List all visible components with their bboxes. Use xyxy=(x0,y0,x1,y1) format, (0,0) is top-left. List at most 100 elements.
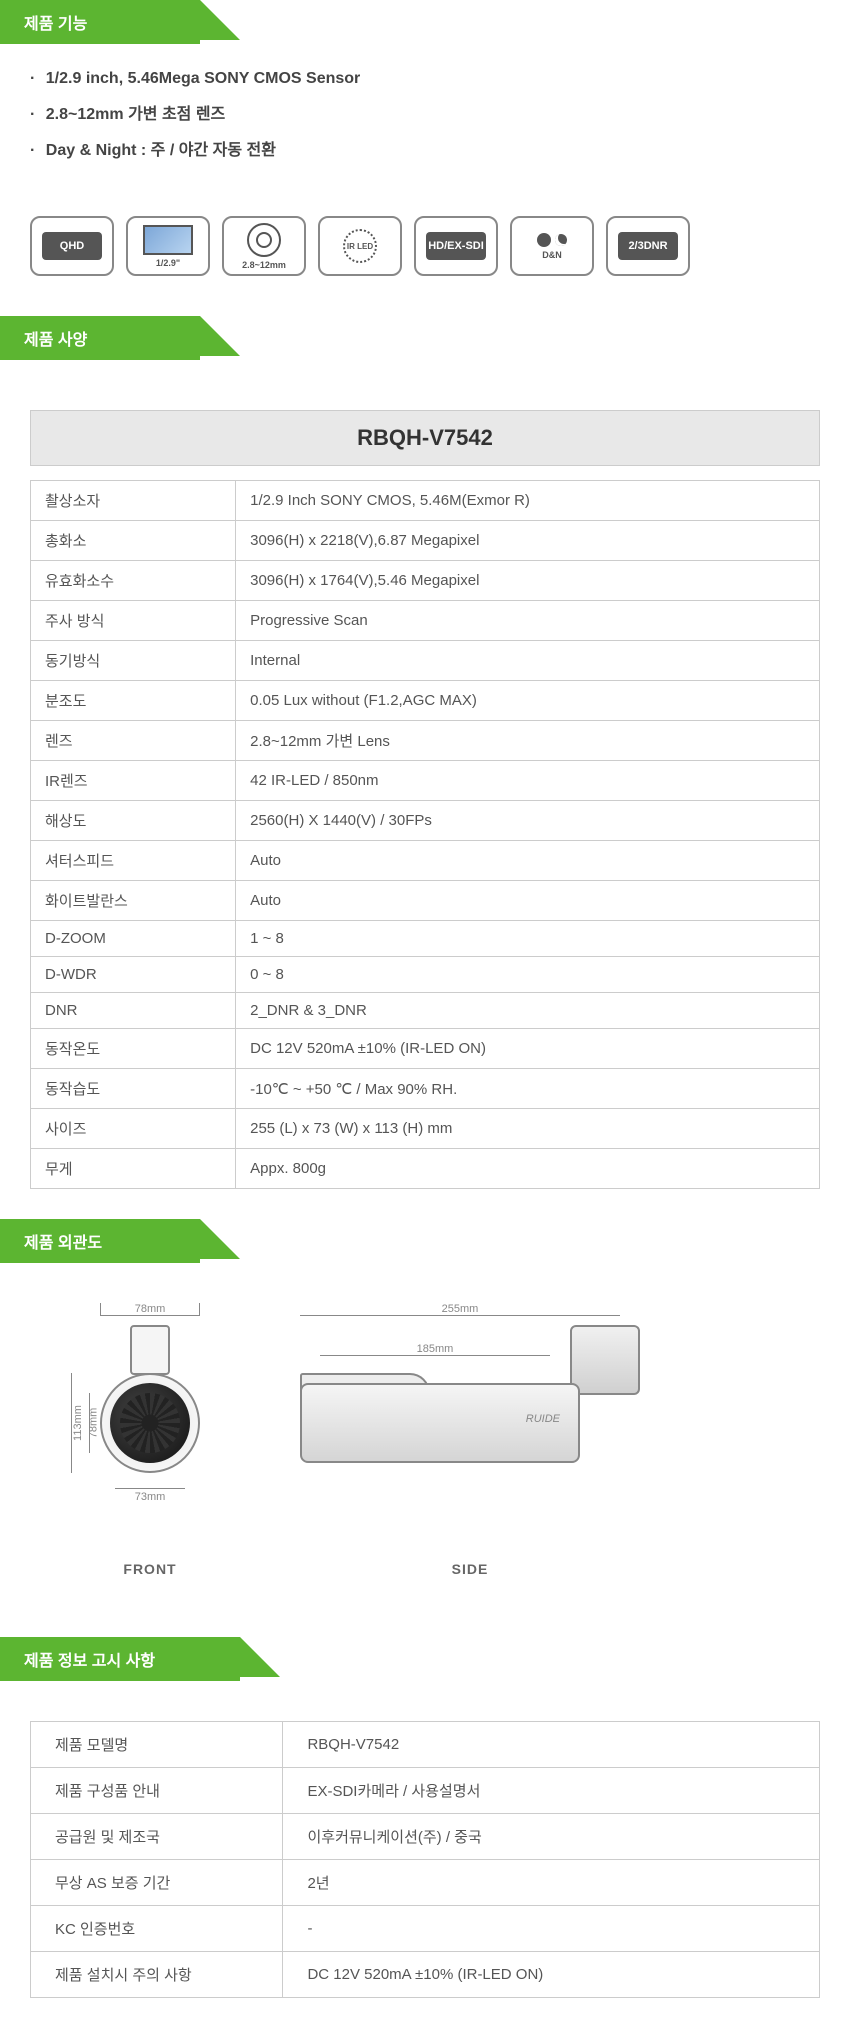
features-list: 1/2.9 inch, 5.46Mega SONY CMOS Sensor2.8… xyxy=(0,64,850,196)
spec-key: DNR xyxy=(31,993,236,1029)
spec-value: DC 12V 520mA ±10% (IR-LED ON) xyxy=(236,1029,820,1069)
info-key: 공급원 및 제조국 xyxy=(31,1814,283,1860)
dnr-icon: 2/3DNR xyxy=(606,216,690,276)
dim-front-h2: 78mm xyxy=(78,1393,90,1453)
brand-label: RUIDE xyxy=(526,1413,560,1425)
spec-key: D-ZOOM xyxy=(31,921,236,957)
table-row: D-WDR0 ~ 8 xyxy=(31,957,820,993)
hdexsdi-label: HD/EX-SDI xyxy=(426,232,486,260)
spec-value: 255 (L) x 73 (W) x 113 (H) mm xyxy=(236,1109,820,1149)
table-row: 주사 방식Progressive Scan xyxy=(31,601,820,641)
spec-key: 주사 방식 xyxy=(31,601,236,641)
sensor-label: 1/2.9" xyxy=(156,258,180,268)
spec-value: 0.05 Lux without (F1.2,AGC MAX) xyxy=(236,681,820,721)
table-row: 동작습도-10℃ ~ +50 ℃ / Max 90% RH. xyxy=(31,1069,820,1109)
info-value: 2년 xyxy=(283,1860,820,1906)
dnr-label: 2/3DNR xyxy=(618,232,678,260)
spec-value: 3096(H) x 2218(V),6.87 Megapixel xyxy=(236,521,820,561)
info-key: KC 인증번호 xyxy=(31,1906,283,1952)
spec-key: 동작온도 xyxy=(31,1029,236,1069)
spec-value: Progressive Scan xyxy=(236,601,820,641)
table-row: 동기방식Internal xyxy=(31,641,820,681)
spec-key: 렌즈 xyxy=(31,721,236,761)
table-row: 총화소3096(H) x 2218(V),6.87 Megapixel xyxy=(31,521,820,561)
table-row: 제품 설치시 주의 사항DC 12V 520mA ±10% (IR-LED ON… xyxy=(31,1952,820,1998)
dim-front-bot: 73mm xyxy=(115,1488,185,1503)
table-row: 제품 구성품 안내EX-SDI카메라 / 사용설명서 xyxy=(31,1768,820,1814)
table-row: 제품 모델명RBQH-V7542 xyxy=(31,1722,820,1768)
spec-value: 0 ~ 8 xyxy=(236,957,820,993)
spec-key: 동작습도 xyxy=(31,1069,236,1109)
table-row: IR렌즈42 IR-LED / 850nm xyxy=(31,761,820,801)
sensor-icon: 1/2.9" xyxy=(126,216,210,276)
side-label: SIDE xyxy=(452,1561,489,1577)
spec-value: -10℃ ~ +50 ℃ / Max 90% RH. xyxy=(236,1069,820,1109)
lens-icon: 2.8~12mm xyxy=(222,216,306,276)
side-diagram: 255mm 185mm RUIDE SIDE xyxy=(300,1303,640,1577)
table-row: KC 인증번호- xyxy=(31,1906,820,1952)
dn-label: D&N xyxy=(542,250,562,260)
hdexsdi-icon: HD/EX-SDI xyxy=(414,216,498,276)
spec-section: RBQH-V7542 촬상소자1/2.9 Inch SONY CMOS, 5.4… xyxy=(0,380,850,1219)
spec-key: 해상도 xyxy=(31,801,236,841)
spec-value: 42 IR-LED / 850nm xyxy=(236,761,820,801)
spec-value: 1/2.9 Inch SONY CMOS, 5.46M(Exmor R) xyxy=(236,481,820,521)
qhd-label: QHD xyxy=(42,232,102,260)
spec-value: 2_DNR & 3_DNR xyxy=(236,993,820,1029)
table-row: D-ZOOM1 ~ 8 xyxy=(31,921,820,957)
spec-key: 유효화소수 xyxy=(31,561,236,601)
section-header-exterior: 제품 외관도 xyxy=(0,1219,200,1263)
spec-title: RBQH-V7542 xyxy=(30,410,820,466)
spec-key: D-WDR xyxy=(31,957,236,993)
spec-key: 총화소 xyxy=(31,521,236,561)
spec-key: 셔터스피드 xyxy=(31,841,236,881)
spec-value: Auto xyxy=(236,881,820,921)
feature-icons-row: QHD 1/2.9" 2.8~12mm IR LED HD/EX-SDI D&N… xyxy=(0,196,850,316)
section-header-features: 제품 기능 xyxy=(0,0,200,44)
qhd-icon: QHD xyxy=(30,216,114,276)
info-value: RBQH-V7542 xyxy=(283,1722,820,1768)
table-row: 분조도0.05 Lux without (F1.2,AGC MAX) xyxy=(31,681,820,721)
info-key: 무상 AS 보증 기간 xyxy=(31,1860,283,1906)
info-value: DC 12V 520mA ±10% (IR-LED ON) xyxy=(283,1952,820,1998)
table-row: 무상 AS 보증 기간2년 xyxy=(31,1860,820,1906)
spec-key: 화이트발란스 xyxy=(31,881,236,921)
table-row: 셔터스피드Auto xyxy=(31,841,820,881)
lens-label: 2.8~12mm xyxy=(242,260,286,270)
front-label: FRONT xyxy=(123,1561,176,1577)
spec-key: 사이즈 xyxy=(31,1109,236,1149)
spec-key: 촬상소자 xyxy=(31,481,236,521)
spec-value: Internal xyxy=(236,641,820,681)
table-row: 유효화소수3096(H) x 1764(V),5.46 Megapixel xyxy=(31,561,820,601)
spec-table: 촬상소자1/2.9 Inch SONY CMOS, 5.46M(Exmor R)… xyxy=(30,480,820,1189)
table-row: 촬상소자1/2.9 Inch SONY CMOS, 5.46M(Exmor R) xyxy=(31,481,820,521)
spec-value: 3096(H) x 1764(V),5.46 Megapixel xyxy=(236,561,820,601)
info-value: EX-SDI카메라 / 사용설명서 xyxy=(283,1768,820,1814)
info-key: 제품 설치시 주의 사항 xyxy=(31,1952,283,1998)
dim-side-top: 255mm xyxy=(300,1303,620,1316)
table-row: 무게Appx. 800g xyxy=(31,1149,820,1189)
spec-value: 2560(H) X 1440(V) / 30FPs xyxy=(236,801,820,841)
info-key: 제품 모델명 xyxy=(31,1722,283,1768)
info-value: 이후커뮤니케이션(주) / 중국 xyxy=(283,1814,820,1860)
spec-key: 분조도 xyxy=(31,681,236,721)
spec-value: Appx. 800g xyxy=(236,1149,820,1189)
irled-icon: IR LED xyxy=(318,216,402,276)
feature-item: Day & Night : 주 / 야간 자동 전환 xyxy=(30,130,820,166)
dim-front-h: 113mm xyxy=(60,1373,72,1473)
info-table: 제품 모델명RBQH-V7542제품 구성품 안내EX-SDI카메라 / 사용설… xyxy=(30,1721,820,1998)
table-row: DNR2_DNR & 3_DNR xyxy=(31,993,820,1029)
section-header-info: 제품 정보 고시 사항 xyxy=(0,1637,240,1681)
table-row: 동작온도DC 12V 520mA ±10% (IR-LED ON) xyxy=(31,1029,820,1069)
table-row: 해상도2560(H) X 1440(V) / 30FPs xyxy=(31,801,820,841)
dim-side-top2: 185mm xyxy=(320,1343,550,1356)
spec-key: 동기방식 xyxy=(31,641,236,681)
feature-item: 1/2.9 inch, 5.46Mega SONY CMOS Sensor xyxy=(30,64,820,94)
spec-value: 1 ~ 8 xyxy=(236,921,820,957)
irled-label: IR LED xyxy=(343,229,377,263)
dn-icon: D&N xyxy=(510,216,594,276)
table-row: 사이즈255 (L) x 73 (W) x 113 (H) mm xyxy=(31,1109,820,1149)
info-value: - xyxy=(283,1906,820,1952)
info-key: 제품 구성품 안내 xyxy=(31,1768,283,1814)
spec-key: 무게 xyxy=(31,1149,236,1189)
